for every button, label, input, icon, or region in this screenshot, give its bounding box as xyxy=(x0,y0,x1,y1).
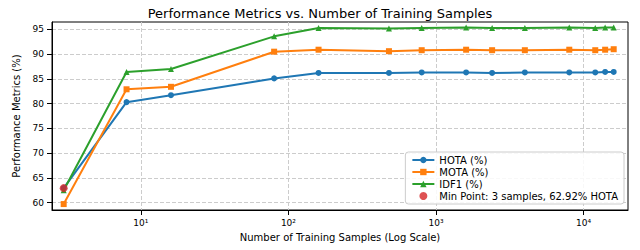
svg-text:HOTA (%): HOTA (%) xyxy=(439,155,487,166)
svg-text:95: 95 xyxy=(33,24,44,34)
svg-text:Number of Training Samples (Lo: Number of Training Samples (Log Scale) xyxy=(240,232,441,243)
svg-text:60: 60 xyxy=(33,198,45,208)
svg-text:10¹: 10¹ xyxy=(133,218,148,228)
svg-text:90: 90 xyxy=(33,49,45,59)
svg-text:85: 85 xyxy=(33,74,44,84)
svg-text:75: 75 xyxy=(33,123,44,133)
svg-text:MOTA (%): MOTA (%) xyxy=(439,167,488,178)
svg-text:65: 65 xyxy=(33,173,44,183)
svg-text:10⁴: 10⁴ xyxy=(576,218,591,228)
svg-text:70: 70 xyxy=(33,148,45,158)
svg-text:Min Point: 3 samples, 62.92% H: Min Point: 3 samples, 62.92% HOTA xyxy=(439,191,618,202)
svg-text:10³: 10³ xyxy=(428,218,443,228)
svg-text:10²: 10² xyxy=(281,218,296,228)
svg-text:Performance Metrics vs. Number: Performance Metrics vs. Number of Traini… xyxy=(148,6,493,21)
svg-text:80: 80 xyxy=(33,99,45,109)
svg-text:IDF1 (%): IDF1 (%) xyxy=(439,179,482,190)
svg-text:Performance Metrics (%): Performance Metrics (%) xyxy=(11,54,22,177)
